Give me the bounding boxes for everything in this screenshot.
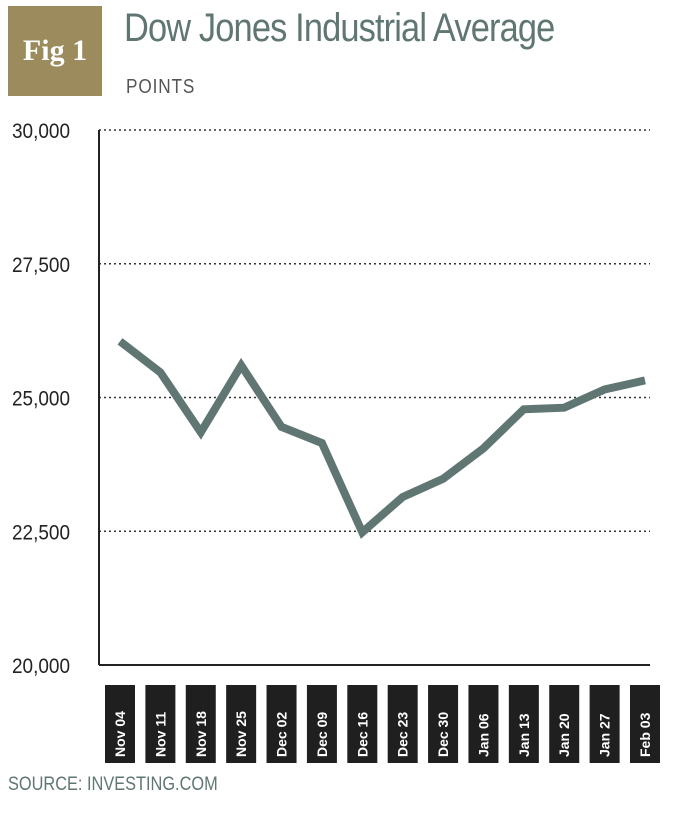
- x-tick: Jan 06: [468, 685, 499, 763]
- x-tick-label: Nov 04: [112, 711, 128, 757]
- x-tick-label: Jan 13: [516, 713, 532, 757]
- x-tick: Jan 20: [549, 685, 580, 763]
- x-tick-box: [306, 685, 337, 763]
- x-tick-box: [428, 685, 459, 763]
- x-tick: Dec 23: [387, 685, 418, 763]
- x-tick-label: Jan 20: [556, 713, 572, 757]
- x-tick-label: Dec 16: [354, 712, 370, 757]
- x-tick-label: Nov 25: [233, 711, 249, 757]
- x-tick-label: Dec 23: [395, 712, 411, 757]
- x-tick: Dec 09: [306, 685, 337, 763]
- x-tick-box: [549, 685, 580, 763]
- x-tick-box: [347, 685, 378, 763]
- x-tick-box: [387, 685, 418, 763]
- y-tick-label: 25,000: [12, 388, 70, 411]
- y-tick-label: 30,000: [12, 120, 70, 143]
- x-tick: Nov 18: [185, 685, 216, 763]
- source-note: SOURCE: INVESTING.COM: [8, 774, 218, 795]
- x-tick-box: [630, 685, 660, 763]
- x-tick: Dec 16: [347, 685, 378, 763]
- chart-subtitle: POINTS: [126, 76, 196, 98]
- x-tick-box: [145, 685, 176, 763]
- y-tick-label: 27,500: [12, 254, 70, 277]
- x-tick-box: [266, 685, 297, 763]
- x-tick-label: Dec 09: [314, 712, 330, 757]
- y-tick-label: 22,500: [12, 521, 70, 544]
- x-tick: Jan 13: [508, 685, 539, 763]
- x-tick: Dec 30: [428, 685, 459, 763]
- figure-badge: Fig 1: [8, 6, 102, 96]
- y-axis-ticks: 20,000 22,500 25,000 27,500 30,000: [12, 120, 70, 678]
- x-tick-box: [185, 685, 216, 763]
- x-tick: Dec 02: [266, 685, 297, 763]
- x-tick-label: Jan 27: [597, 713, 613, 757]
- x-tick-box: [226, 685, 257, 763]
- x-tick: Nov 25: [226, 685, 257, 763]
- x-tick-box: [468, 685, 499, 763]
- chart-title: Dow Jones Industrial Average: [124, 6, 555, 50]
- x-tick: Jan 27: [589, 685, 620, 763]
- x-tick: Nov 11: [145, 685, 176, 763]
- grid-lines: [99, 129, 650, 533]
- x-tick: Feb 03: [630, 685, 660, 763]
- x-tick-box: [508, 685, 539, 763]
- x-tick-label: Dec 02: [274, 712, 290, 757]
- x-axis-ticks: Nov 04 Nov 11 Nov 18 Nov 25 Dec 02 Dec 09 Dec …: [105, 685, 660, 763]
- x-tick-label: Nov 11: [152, 712, 168, 757]
- y-tick-label: 20,000: [12, 655, 70, 678]
- x-tick-label: Feb 03: [637, 712, 653, 757]
- x-tick-box: [105, 685, 135, 763]
- x-tick: Nov 04: [105, 685, 135, 763]
- series-line: [117, 338, 646, 539]
- x-tick-box: [589, 685, 620, 763]
- x-tick-label: Nov 18: [193, 711, 209, 757]
- x-tick-label: Dec 30: [435, 712, 451, 757]
- x-tick-label: Jan 06: [475, 713, 491, 757]
